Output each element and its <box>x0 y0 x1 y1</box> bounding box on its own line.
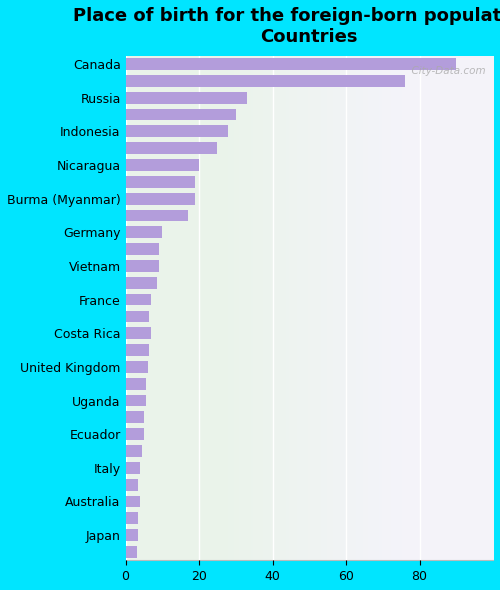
Bar <box>126 227 162 238</box>
Bar <box>126 126 228 137</box>
Title: Place of birth for the foreign-born population -
Countries: Place of birth for the foreign-born popu… <box>72 7 500 46</box>
Bar <box>126 243 158 255</box>
Bar <box>126 344 150 356</box>
Bar <box>126 496 140 507</box>
Bar <box>126 159 199 171</box>
Bar <box>126 310 150 322</box>
Bar <box>126 142 218 154</box>
Bar <box>126 75 405 87</box>
Bar <box>126 209 188 221</box>
Bar <box>126 512 138 524</box>
Bar <box>126 58 456 70</box>
Bar <box>126 546 136 558</box>
Bar <box>126 277 157 289</box>
Bar <box>126 109 236 120</box>
Bar <box>126 260 158 272</box>
Bar <box>126 529 138 541</box>
Bar <box>126 395 146 407</box>
Bar <box>126 176 196 188</box>
Bar <box>126 378 146 389</box>
Bar <box>126 478 138 490</box>
Bar <box>126 193 196 205</box>
Bar <box>126 361 148 373</box>
Bar <box>126 92 247 104</box>
Bar <box>126 428 144 440</box>
Bar <box>126 294 152 306</box>
Bar <box>126 445 142 457</box>
Bar <box>126 462 140 474</box>
Bar <box>126 327 152 339</box>
Bar <box>126 411 144 423</box>
Text: City-Data.com: City-Data.com <box>405 65 485 76</box>
